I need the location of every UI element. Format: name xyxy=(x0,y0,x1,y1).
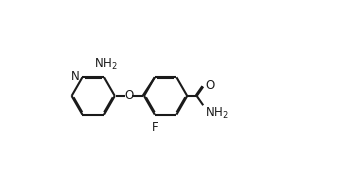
Text: O: O xyxy=(205,79,214,92)
Text: O: O xyxy=(124,89,133,102)
Text: F: F xyxy=(152,121,158,134)
Text: NH$_2$: NH$_2$ xyxy=(206,106,229,121)
Text: N: N xyxy=(71,70,80,83)
Text: NH$_2$: NH$_2$ xyxy=(93,57,117,72)
